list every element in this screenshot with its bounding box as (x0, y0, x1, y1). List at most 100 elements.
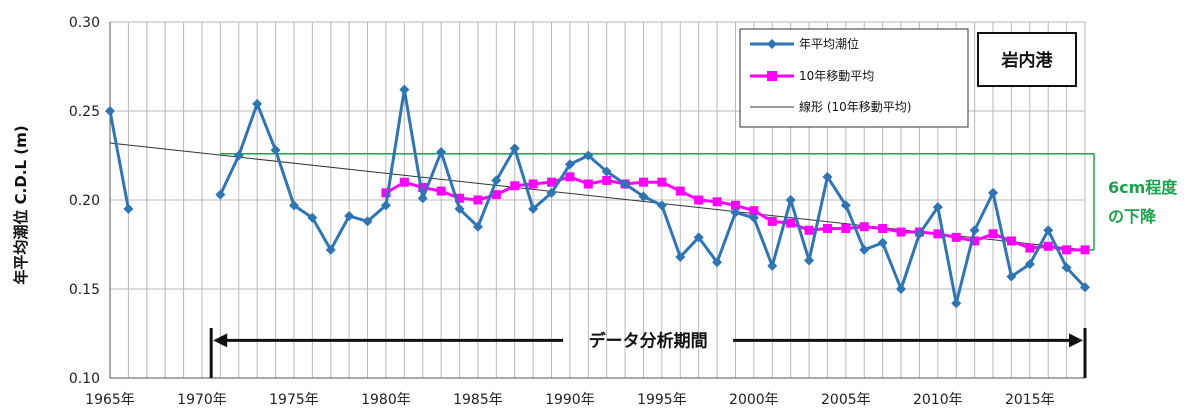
axes (109, 22, 1085, 379)
moving-average-point (1080, 245, 1090, 255)
y-tick-label: 0.10 (69, 371, 100, 387)
moving-average-point (473, 195, 483, 205)
moving-average-point (712, 197, 722, 207)
moving-average-point (455, 193, 465, 203)
station-name: 岩内港 (1001, 50, 1054, 71)
annual-mean-point (288, 200, 299, 211)
annual-mean-point (638, 191, 649, 202)
y-tick-label: 0.30 (69, 15, 100, 31)
bracket-label-line-1: 6cm程度 (1108, 178, 1178, 197)
annual-mean-point (877, 237, 888, 248)
moving-average-point (528, 179, 538, 189)
annual-mean-point (1024, 259, 1035, 270)
moving-average-point (1043, 241, 1053, 251)
y-axis-label: 年平均潮位 C.D.L (m) (12, 125, 30, 284)
annual-mean-point (693, 232, 704, 243)
annual-mean-point (362, 216, 373, 227)
y-tick-label: 0.25 (69, 104, 100, 120)
annual-mean-point (546, 187, 557, 198)
annual-mean-point (583, 150, 594, 161)
x-tick-label: 1980年 (361, 392, 411, 408)
x-tick-label: 1995年 (637, 392, 687, 408)
analysis-period-arrow: データ分析期間 (209, 328, 1087, 378)
moving-average-point (1006, 236, 1016, 246)
moving-average-point (381, 188, 391, 198)
moving-average-point (951, 232, 961, 242)
annual-mean-line (108, 110, 130, 210)
x-tick-label: 1970年 (177, 392, 227, 408)
moving-average-point (694, 195, 704, 205)
annual-mean-point (1080, 282, 1090, 293)
annual-mean-point (951, 298, 962, 309)
legend-label-moving: 10年移動平均 (799, 69, 874, 83)
moving-average-point (896, 227, 906, 237)
x-tick-labels: 1965年 1970年 1975年 1980年 1985年 1990年 1995年 2000年… (85, 392, 1054, 408)
y-tick-label: 0.20 (69, 193, 100, 209)
moving-average-point (933, 229, 943, 239)
moving-average-point (565, 172, 575, 182)
moving-average-point (786, 218, 796, 228)
x-tick-label: 2005年 (821, 392, 871, 408)
legend-label-annual: 年平均潮位 (799, 36, 859, 51)
x-tick-label: 1990年 (545, 392, 595, 408)
moving-average-point (878, 223, 888, 233)
annual-mean-point (454, 203, 465, 214)
y-tick-label: 0.15 (69, 282, 100, 298)
annual-mean-point (712, 257, 723, 268)
annual-mean-point (270, 145, 281, 156)
annual-mean-point (380, 200, 391, 211)
x-tick-label: 2000年 (729, 392, 779, 408)
bracket-label-line-2: の下降 (1108, 207, 1157, 226)
x-tick-label: 1985年 (453, 392, 503, 408)
annual-mean-point (307, 212, 318, 223)
legend-diamond-icon (767, 39, 777, 49)
annual-mean-point (1043, 225, 1054, 236)
annual-mean-point (656, 200, 667, 211)
moving-average-point (436, 186, 446, 196)
period-label: データ分析期間 (589, 330, 708, 351)
annual-mean-point (399, 84, 410, 95)
moving-average-point (657, 177, 667, 187)
moving-average-point (859, 222, 869, 232)
annual-mean-point (528, 203, 539, 214)
annual-mean-point (123, 203, 134, 214)
moving-average-point (675, 186, 685, 196)
moving-average-point (602, 175, 612, 185)
moving-average-point (749, 206, 759, 216)
station-label-box: 岩内港 (977, 32, 1077, 87)
annual-mean-point (252, 98, 263, 109)
moving-average-point (988, 229, 998, 239)
annual-mean-point (564, 159, 575, 170)
moving-average-point (730, 200, 740, 210)
moving-average-point (1025, 243, 1035, 253)
moving-average-point (510, 181, 520, 191)
annual-mean-point (914, 228, 925, 239)
legend-label-trend: 線形 (10年移動平均) (799, 99, 911, 114)
annual-mean-point (620, 178, 631, 189)
annual-mean-point (932, 202, 943, 213)
annual-mean-series (105, 84, 1090, 309)
annual-mean-point (436, 146, 447, 157)
annual-mean-point (417, 193, 428, 204)
moving-average-point (822, 223, 832, 233)
x-tick-label: 1965年 (85, 392, 135, 408)
arrow-right-icon (1069, 333, 1083, 348)
x-tick-label: 2015年 (1005, 392, 1055, 408)
annual-mean-point (1061, 262, 1072, 273)
annual-mean-point (785, 195, 796, 205)
annual-mean-point (896, 284, 907, 294)
legend-item-trend: 線形 (10年移動平均) (750, 99, 911, 114)
arrow-left-icon (213, 333, 228, 348)
station-box (977, 32, 1077, 87)
annual-mean-point (509, 143, 520, 154)
legend: 年平均潮位 10年移動平均 線形 (10年移動平均) (739, 28, 969, 128)
annual-mean-point (730, 207, 741, 218)
annual-mean-point (601, 166, 612, 177)
annual-mean-point (472, 221, 483, 232)
annual-mean-point (804, 255, 815, 266)
annual-mean-point (215, 189, 226, 200)
annual-mean-point (859, 244, 870, 255)
moving-average-point (547, 177, 557, 187)
legend-item-moving: 10年移動平均 (750, 69, 874, 83)
